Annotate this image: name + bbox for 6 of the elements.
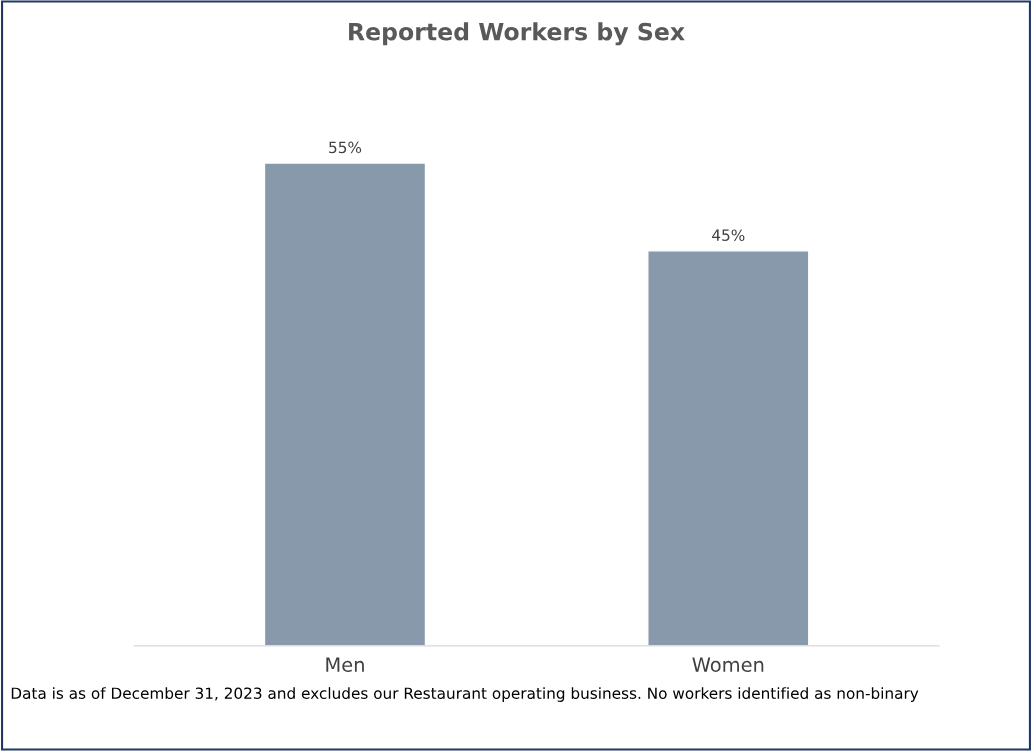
data-label: 45% — [712, 229, 745, 241]
x-tick-label: Men — [326, 657, 364, 673]
data-label: 55% — [329, 141, 362, 154]
chart-title: Reported Workers by Sex — [349, 22, 685, 46]
text: Data is as of December 31, 2023 and excludes our Restaurant operating business. No workers identified as non-binary — [11, 687, 919, 702]
x-tick-label: Women — [692, 657, 764, 673]
